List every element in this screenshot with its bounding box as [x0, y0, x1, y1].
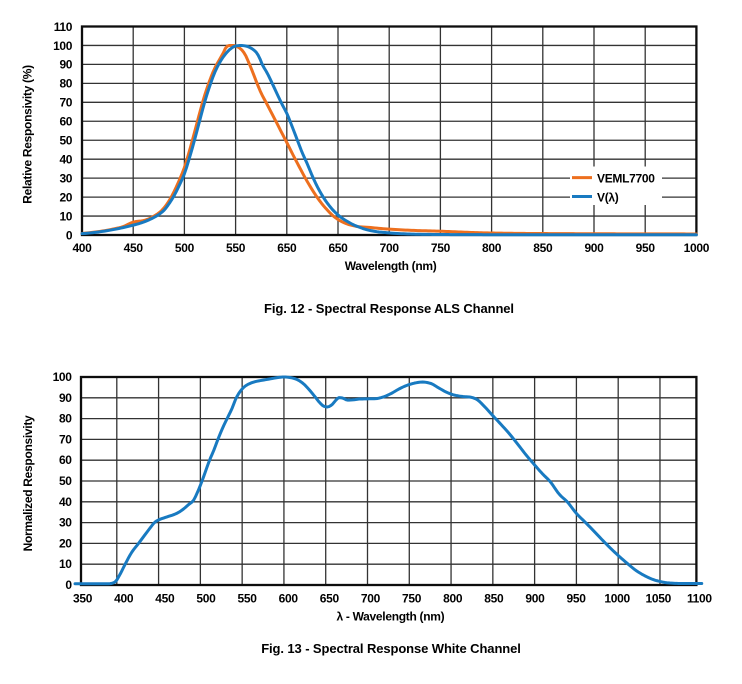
svg-text:650: 650 [328, 241, 348, 255]
svg-text:λ - Wavelength (nm): λ - Wavelength (nm) [336, 609, 444, 623]
svg-text:750: 750 [431, 241, 451, 255]
svg-text:400: 400 [114, 592, 134, 606]
svg-text:80: 80 [59, 77, 72, 91]
svg-text:1050: 1050 [646, 592, 672, 606]
svg-text:70: 70 [59, 96, 72, 110]
svg-text:1000: 1000 [684, 241, 710, 255]
svg-text:100: 100 [53, 39, 73, 53]
svg-text:50: 50 [59, 134, 72, 148]
svg-text:500: 500 [196, 592, 216, 606]
svg-text:110: 110 [54, 20, 73, 34]
svg-text:Fig. 13 - Spectral Response Wh: Fig. 13 - Spectral Response White Channe… [261, 641, 521, 656]
svg-text:100: 100 [53, 370, 73, 384]
svg-text:700: 700 [361, 592, 381, 606]
svg-text:950: 950 [636, 241, 656, 255]
svg-text:70: 70 [59, 432, 72, 446]
svg-text:950: 950 [566, 592, 586, 606]
svg-text:450: 450 [124, 241, 144, 255]
svg-text:650: 650 [320, 592, 340, 606]
svg-text:Fig. 12 - Spectral Response AL: Fig. 12 - Spectral Response ALS Channel [264, 301, 514, 316]
svg-text:600: 600 [279, 592, 299, 606]
svg-text:1000: 1000 [604, 592, 630, 606]
svg-text:50: 50 [59, 474, 72, 488]
svg-text:650: 650 [277, 241, 297, 255]
svg-text:850: 850 [484, 592, 504, 606]
svg-text:900: 900 [525, 592, 545, 606]
svg-text:550: 550 [226, 241, 246, 255]
svg-text:0: 0 [65, 578, 72, 592]
svg-text:0: 0 [66, 228, 73, 242]
svg-text:10: 10 [59, 209, 72, 223]
svg-text:400: 400 [72, 241, 92, 255]
svg-text:900: 900 [584, 241, 604, 255]
svg-text:1100: 1100 [687, 592, 712, 606]
svg-text:90: 90 [59, 391, 72, 405]
svg-text:Relative Responsivity (%): Relative Responsivity (%) [20, 65, 34, 204]
svg-text:VEML7700: VEML7700 [597, 172, 655, 186]
svg-text:800: 800 [482, 241, 502, 255]
svg-text:500: 500 [175, 241, 195, 255]
svg-text:10: 10 [59, 557, 72, 571]
svg-text:Wavelength (nm): Wavelength (nm) [345, 259, 437, 273]
svg-text:Normalized Responsivity: Normalized Responsivity [21, 415, 35, 551]
svg-text:80: 80 [59, 412, 72, 426]
svg-text:40: 40 [59, 152, 72, 166]
svg-text:20: 20 [59, 536, 72, 550]
svg-text:60: 60 [59, 115, 72, 129]
svg-text:350: 350 [73, 592, 93, 606]
svg-text:V(λ): V(λ) [597, 191, 619, 205]
svg-text:800: 800 [443, 592, 463, 606]
svg-text:30: 30 [59, 516, 72, 530]
svg-text:550: 550 [238, 592, 258, 606]
svg-text:40: 40 [59, 495, 72, 509]
svg-text:60: 60 [59, 453, 72, 467]
svg-text:450: 450 [155, 592, 175, 606]
svg-text:750: 750 [402, 592, 422, 606]
svg-text:850: 850 [533, 241, 553, 255]
svg-text:20: 20 [59, 190, 72, 204]
svg-text:90: 90 [59, 58, 72, 72]
svg-text:30: 30 [59, 171, 72, 185]
svg-text:700: 700 [380, 241, 400, 255]
